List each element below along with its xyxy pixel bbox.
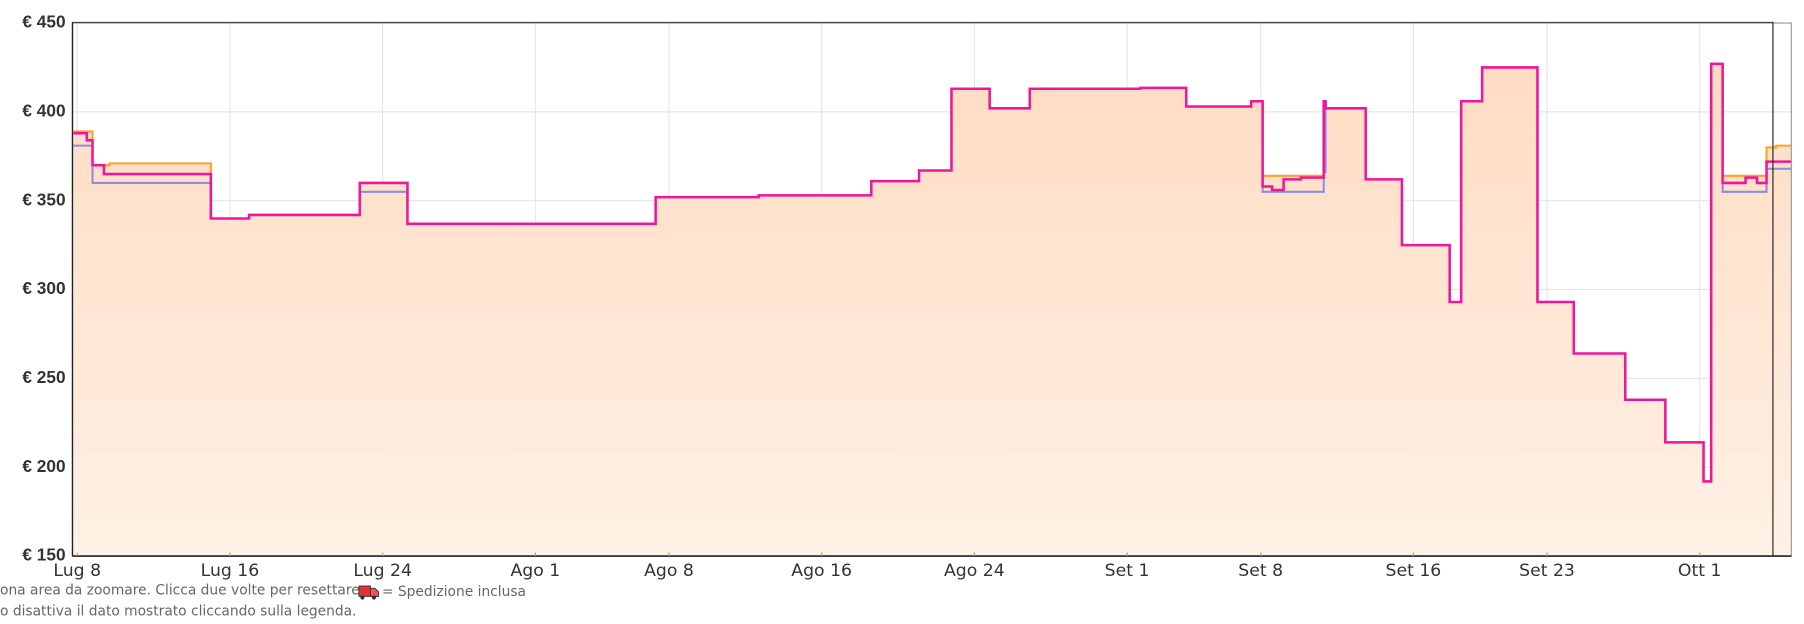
y-tick-label: € 450 — [22, 12, 65, 32]
truck-icon — [358, 585, 379, 600]
y-tick-label: € 150 — [22, 545, 65, 565]
y-tick-label: € 350 — [22, 189, 65, 209]
area — [73, 63, 1792, 557]
x-tick-label: Set 1 — [1105, 561, 1150, 581]
x-tick-label: Lug 16 — [201, 561, 260, 581]
plot — [73, 62, 1792, 557]
footer-hint: ona area da zoomare. Clicca due volte pe… — [0, 583, 364, 599]
x-tick-label: Ago 1 — [510, 561, 560, 581]
x-tick-label: Ago 24 — [944, 561, 1005, 581]
x-tick-label: Ott 1 — [1678, 561, 1722, 581]
y-tick-label: € 250 — [22, 367, 65, 387]
x-tick-label: Lug 24 — [353, 561, 412, 581]
x-tick-label: Set 23 — [1519, 561, 1575, 581]
x-tick-label: Set 16 — [1386, 561, 1442, 581]
price-line — [73, 62, 1792, 483]
y-tick-label: € 300 — [22, 278, 65, 298]
y-tick-label: € 400 — [22, 100, 65, 120]
x-tick-label: Set 8 — [1238, 561, 1283, 581]
y-tick-label: € 200 — [22, 456, 65, 476]
shipping-note: = Spedizione inclusa — [382, 584, 526, 600]
axes: € 150 € 200 € 250 € 300 € 350 € 400 € 450 Lug 8… — [22, 12, 1721, 581]
footer-hint: o disattiva il dato mostrato cliccando s… — [0, 603, 357, 619]
x-tick-label: Ago 16 — [791, 561, 852, 581]
x-tick-label: Lug 8 — [53, 561, 101, 581]
x-tick-label: Ago 8 — [644, 561, 694, 581]
